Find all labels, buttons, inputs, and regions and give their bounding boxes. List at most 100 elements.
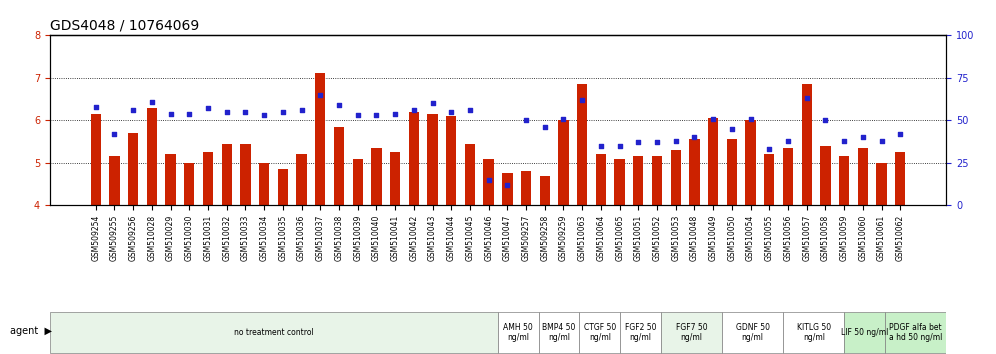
Bar [521, 171, 531, 205]
Point [350, 113, 366, 118]
FancyBboxPatch shape [845, 312, 885, 353]
Text: AMH 50
ng/ml: AMH 50 ng/ml [504, 323, 533, 342]
Point [630, 139, 646, 145]
Bar [596, 154, 606, 205]
Point [556, 116, 572, 121]
Bar [670, 150, 681, 205]
Bar [353, 159, 363, 205]
Point [686, 135, 702, 140]
Point [892, 131, 908, 137]
Point [219, 109, 235, 115]
Point [724, 126, 740, 132]
Point [780, 138, 796, 144]
Point [818, 118, 834, 123]
Point [181, 111, 197, 116]
Bar [203, 152, 213, 205]
Point [200, 105, 216, 111]
Point [837, 138, 853, 144]
Point [667, 138, 683, 144]
Bar [390, 152, 400, 205]
Point [88, 104, 104, 110]
FancyBboxPatch shape [580, 312, 621, 353]
Bar [408, 112, 419, 205]
FancyBboxPatch shape [783, 312, 845, 353]
Bar [615, 159, 624, 205]
Point [405, 107, 421, 113]
Point [275, 109, 291, 115]
Bar [372, 148, 381, 205]
Point [873, 138, 889, 144]
FancyBboxPatch shape [722, 312, 783, 353]
Point [537, 124, 553, 130]
Bar [221, 144, 232, 205]
Point [649, 139, 665, 145]
Bar [764, 154, 775, 205]
FancyBboxPatch shape [50, 312, 498, 353]
Bar [446, 116, 456, 205]
Bar [895, 152, 905, 205]
Point [443, 109, 459, 115]
Point [424, 101, 440, 106]
Point [313, 92, 329, 98]
Bar [652, 156, 662, 205]
Bar [502, 173, 513, 205]
Point [743, 116, 759, 121]
Point [143, 99, 159, 104]
Bar [783, 148, 793, 205]
FancyBboxPatch shape [498, 312, 539, 353]
Point [162, 111, 178, 116]
Bar [240, 144, 251, 205]
Bar [110, 156, 120, 205]
Point [761, 147, 777, 152]
Point [855, 135, 871, 140]
Bar [184, 163, 194, 205]
Bar [577, 84, 588, 205]
Text: agent  ▶: agent ▶ [10, 326, 52, 336]
Point [593, 143, 609, 149]
Point [481, 177, 497, 183]
FancyBboxPatch shape [661, 312, 722, 353]
Bar [483, 159, 494, 205]
Bar [559, 120, 569, 205]
Point [705, 116, 721, 121]
Point [331, 102, 347, 108]
Text: GDS4048 / 10764069: GDS4048 / 10764069 [50, 19, 199, 33]
Point [499, 182, 515, 188]
Bar [727, 139, 737, 205]
Point [107, 131, 123, 137]
Point [799, 96, 815, 101]
Bar [127, 133, 138, 205]
Bar [540, 176, 550, 205]
Point [575, 97, 591, 103]
Point [125, 107, 141, 113]
Text: CTGF 50
ng/ml: CTGF 50 ng/ml [584, 323, 616, 342]
Bar [427, 114, 437, 205]
Point [294, 107, 310, 113]
Bar [858, 148, 869, 205]
Text: KITLG 50
ng/ml: KITLG 50 ng/ml [797, 323, 831, 342]
Text: FGF2 50
ng/ml: FGF2 50 ng/ml [624, 323, 656, 342]
Bar [165, 154, 175, 205]
Bar [745, 120, 756, 205]
Text: PDGF alfa bet
a hd 50 ng/ml: PDGF alfa bet a hd 50 ng/ml [889, 323, 942, 342]
Point [612, 143, 627, 149]
Bar [689, 139, 699, 205]
Bar [297, 154, 307, 205]
Point [369, 113, 384, 118]
Point [462, 107, 478, 113]
Text: no treatment control: no treatment control [234, 328, 314, 337]
Point [387, 111, 403, 116]
Point [518, 118, 534, 123]
Bar [146, 108, 157, 205]
Text: LIF 50 ng/ml: LIF 50 ng/ml [841, 328, 888, 337]
FancyBboxPatch shape [539, 312, 580, 353]
Bar [708, 118, 718, 205]
FancyBboxPatch shape [621, 312, 661, 353]
FancyBboxPatch shape [885, 312, 946, 353]
Bar [334, 127, 344, 205]
Bar [821, 146, 831, 205]
Bar [465, 144, 475, 205]
Bar [802, 84, 812, 205]
Text: FGF7 50
ng/ml: FGF7 50 ng/ml [675, 323, 707, 342]
Point [256, 113, 272, 118]
